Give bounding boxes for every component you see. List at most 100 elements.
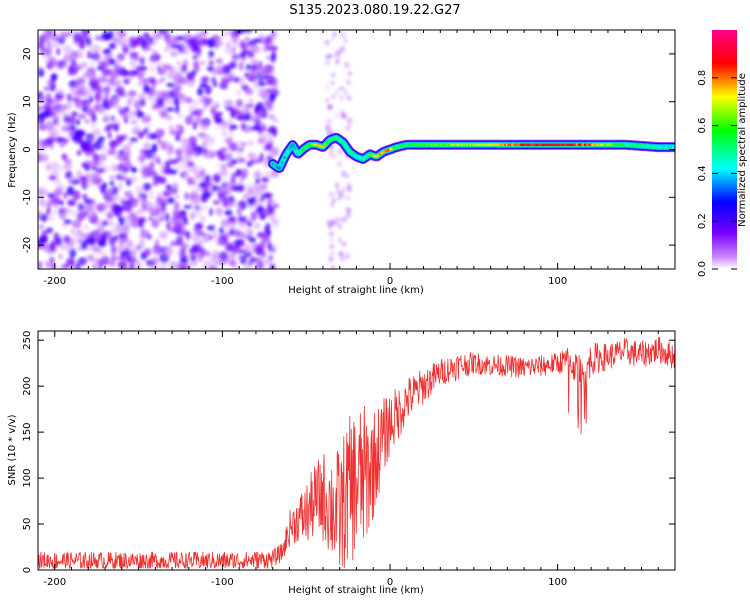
noise-blob (258, 82, 266, 87)
noise-blob (55, 187, 63, 196)
noise-blob (236, 157, 244, 164)
noise-blob (178, 235, 184, 245)
noise-blob (326, 61, 330, 64)
noise-blob (115, 209, 122, 217)
noise-blob (67, 93, 72, 102)
noise-blob (166, 184, 173, 190)
noise-blob (229, 229, 235, 236)
noise-blob (192, 55, 197, 59)
noise-blob (130, 51, 135, 60)
noise-blob (47, 30, 55, 40)
noise-blob (99, 107, 105, 114)
noise-blob (226, 180, 236, 190)
noise-blob (151, 78, 157, 85)
noise-blob (199, 183, 207, 188)
noise-blob (76, 263, 81, 273)
noise-blob (189, 252, 198, 257)
noise-blob (85, 137, 94, 143)
noise-blob (328, 104, 332, 110)
noise-blob (258, 184, 267, 190)
noise-blob (159, 216, 165, 221)
noise-blob (50, 83, 57, 91)
noise-blob (214, 117, 222, 124)
noise-blob (249, 237, 256, 243)
noise-blob (231, 34, 239, 43)
noise-blob (224, 210, 232, 216)
noise-blob (179, 210, 186, 215)
noise-blob (152, 248, 157, 253)
noise-blob (58, 253, 63, 259)
noise-blob (112, 85, 116, 92)
noise-blob (171, 39, 180, 44)
noise-blob (247, 262, 253, 270)
noise-blob (175, 105, 180, 114)
noise-blob (144, 249, 152, 257)
spectrogram-xtick-label: -200 (43, 276, 66, 287)
noise-blob (132, 111, 137, 115)
noise-blob (76, 119, 80, 125)
noise-blob (80, 261, 86, 267)
noise-blob (169, 125, 175, 130)
noise-blob (340, 95, 343, 101)
noise-blob (156, 61, 165, 67)
noise-blob (326, 98, 329, 102)
noise-blob (335, 114, 340, 119)
noise-blob (110, 254, 115, 263)
noise-blob (335, 217, 340, 223)
noise-blob (118, 108, 126, 114)
noise-blob (98, 136, 106, 142)
spectrogram-ytick-label: 10 (22, 95, 33, 108)
noise-blob (109, 59, 116, 64)
noise-blob (48, 175, 56, 180)
noise-blob (246, 64, 251, 70)
noise-blob (253, 80, 259, 89)
noise-blob (91, 166, 97, 170)
noise-blob (154, 54, 161, 59)
noise-blob (329, 256, 334, 261)
noise-blob (47, 202, 53, 208)
noise-blob (68, 180, 76, 185)
noise-blob (77, 103, 82, 110)
noise-blob (129, 249, 137, 258)
noise-blob (81, 176, 85, 186)
noise-blob (34, 106, 43, 110)
noise-blob (237, 255, 244, 261)
noise-blob (181, 64, 187, 72)
noise-blob (41, 214, 48, 222)
colorbar: 0.00.20.40.60.8 Normalized spectral ampl… (697, 30, 748, 277)
noise-blob (170, 159, 180, 164)
noise-blob (143, 84, 149, 93)
noise-blob (218, 151, 225, 161)
noise-blob (105, 80, 111, 90)
noise-blob (136, 65, 140, 74)
noise-blob (44, 86, 50, 91)
noise-blob (97, 218, 105, 227)
noise-blob (53, 97, 61, 103)
noise-blob (161, 77, 165, 82)
snr-ytick-label: 250 (22, 331, 33, 350)
noise-blob (336, 58, 340, 65)
noise-blob (95, 172, 100, 179)
noise-blob (119, 239, 124, 247)
noise-blob (109, 43, 117, 49)
noise-blob (344, 62, 350, 69)
noise-blob (231, 173, 237, 181)
noise-blob (184, 192, 189, 200)
noise-blob (133, 198, 138, 202)
noise-blob (140, 230, 150, 238)
noise-blob (48, 127, 56, 136)
spectrogram-xtick-label: -100 (211, 276, 234, 287)
spectrogram-xlabel: Height of straight line (km) (288, 285, 424, 296)
noise-blob (85, 119, 90, 123)
noise-blob (252, 195, 257, 204)
noise-blob (190, 260, 198, 267)
noise-blob (171, 44, 181, 49)
noise-blob (189, 198, 194, 208)
noise-blob (241, 84, 249, 90)
noise-blob (269, 93, 275, 102)
noise-blob (204, 98, 210, 106)
noise-blob (223, 121, 228, 129)
noise-blob (151, 171, 158, 177)
